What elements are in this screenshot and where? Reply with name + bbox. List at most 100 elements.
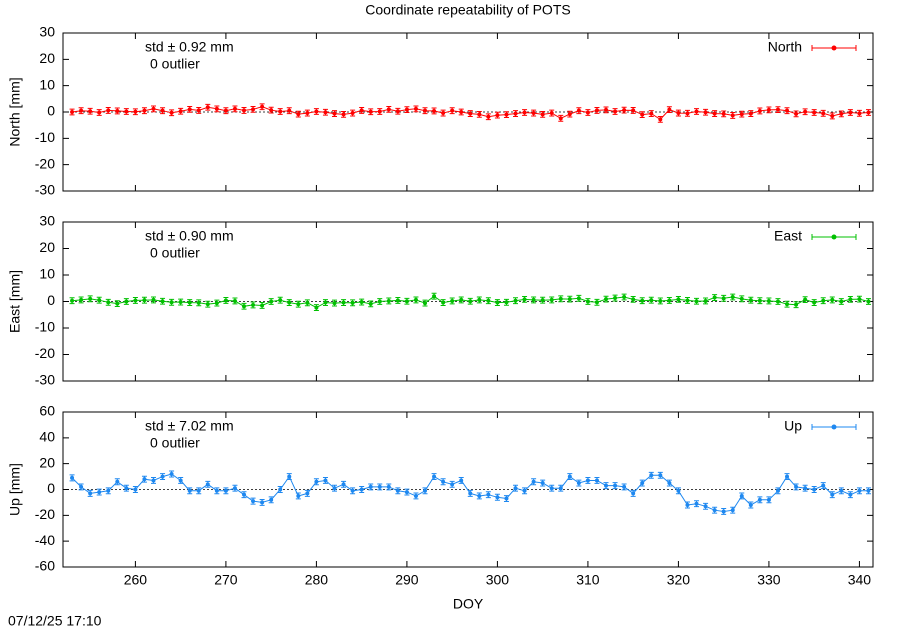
data-point <box>106 488 111 493</box>
data-point <box>631 297 636 302</box>
std-annotation: std ± 7.02 mm <box>145 418 234 434</box>
data-point <box>531 297 536 302</box>
data-point <box>866 110 871 115</box>
data-point <box>848 110 853 115</box>
data-point <box>558 296 563 301</box>
data-point <box>242 492 247 497</box>
y-tick-label: 30 <box>39 213 55 229</box>
data-point <box>531 111 536 116</box>
data-point <box>151 478 156 483</box>
data-point <box>441 479 446 484</box>
data-point <box>423 108 428 113</box>
data-point <box>585 110 590 115</box>
data-point <box>504 112 509 117</box>
data-point <box>739 493 744 498</box>
data-point <box>748 503 753 507</box>
y-tick-label: 30 <box>39 24 55 40</box>
data-point <box>785 302 790 307</box>
data-point <box>604 297 609 302</box>
data-point <box>341 300 346 305</box>
data-point <box>314 479 319 484</box>
data-point <box>278 109 283 114</box>
data-point <box>558 486 563 491</box>
data-point <box>513 486 518 491</box>
data-point <box>187 300 192 305</box>
y-tick-label: -20 <box>35 345 55 361</box>
data-point <box>79 297 84 302</box>
data-point <box>404 490 409 495</box>
data-point <box>549 486 554 491</box>
data-point <box>775 299 780 304</box>
data-point <box>794 484 799 489</box>
data-point <box>495 113 500 118</box>
y-tick-label: -20 <box>35 506 55 522</box>
data-point <box>450 482 455 487</box>
data-point <box>486 114 491 119</box>
data-point <box>115 108 120 113</box>
data-point <box>223 108 228 113</box>
data-point <box>332 486 337 491</box>
data-point <box>468 491 473 496</box>
y-tick-label: 20 <box>39 50 55 66</box>
data-point <box>504 496 509 501</box>
y-tick-label: 10 <box>39 266 55 282</box>
data-point <box>821 298 826 303</box>
data-point <box>269 108 274 113</box>
data-point <box>413 106 418 111</box>
data-point <box>413 493 418 498</box>
data-point <box>305 111 310 116</box>
data-point <box>794 302 799 307</box>
data-point <box>775 107 780 112</box>
data-point <box>142 298 147 303</box>
data-point <box>622 108 627 113</box>
data-point <box>459 478 464 483</box>
data-point <box>88 109 93 114</box>
data-point <box>567 297 572 302</box>
data-point <box>531 479 536 484</box>
data-point <box>386 484 391 489</box>
data-point <box>522 488 527 493</box>
data-point <box>386 107 391 112</box>
data-point <box>115 301 120 306</box>
data-point <box>794 111 799 116</box>
y-tick-label: -10 <box>35 319 55 335</box>
data-point <box>305 300 310 305</box>
x-tick-label: 270 <box>214 572 238 588</box>
y-tick-label: 60 <box>39 403 55 419</box>
y-tick-label: -60 <box>35 558 55 574</box>
data-point <box>848 297 853 302</box>
outlier-annotation: 0 outlier <box>150 245 200 261</box>
data-point <box>450 108 455 113</box>
y-tick-label: -10 <box>35 129 55 145</box>
data-point <box>604 483 609 488</box>
x-tick-label: 330 <box>757 572 781 588</box>
data-point <box>513 298 518 303</box>
data-point <box>70 110 75 114</box>
data-point <box>667 481 672 486</box>
data-point <box>377 484 382 489</box>
data-point <box>748 298 753 303</box>
data-point <box>395 109 400 114</box>
data-point <box>350 300 355 305</box>
data-point <box>106 108 111 113</box>
data-point <box>459 297 464 302</box>
data-point <box>350 488 355 493</box>
data-point <box>88 491 93 496</box>
data-point <box>839 299 844 304</box>
data-point <box>459 110 464 114</box>
data-point <box>269 299 274 304</box>
y-axis-label: Up [mm] <box>7 463 23 516</box>
data-point <box>169 300 174 305</box>
data-point <box>694 299 699 304</box>
data-point <box>694 109 699 114</box>
data-point <box>839 111 844 116</box>
data-point <box>649 111 654 116</box>
data-point <box>866 488 871 493</box>
data-point <box>522 297 527 302</box>
data-point <box>712 295 717 300</box>
data-point <box>594 300 599 305</box>
data-point <box>178 478 183 483</box>
data-point <box>205 302 210 307</box>
data-point <box>730 113 735 118</box>
